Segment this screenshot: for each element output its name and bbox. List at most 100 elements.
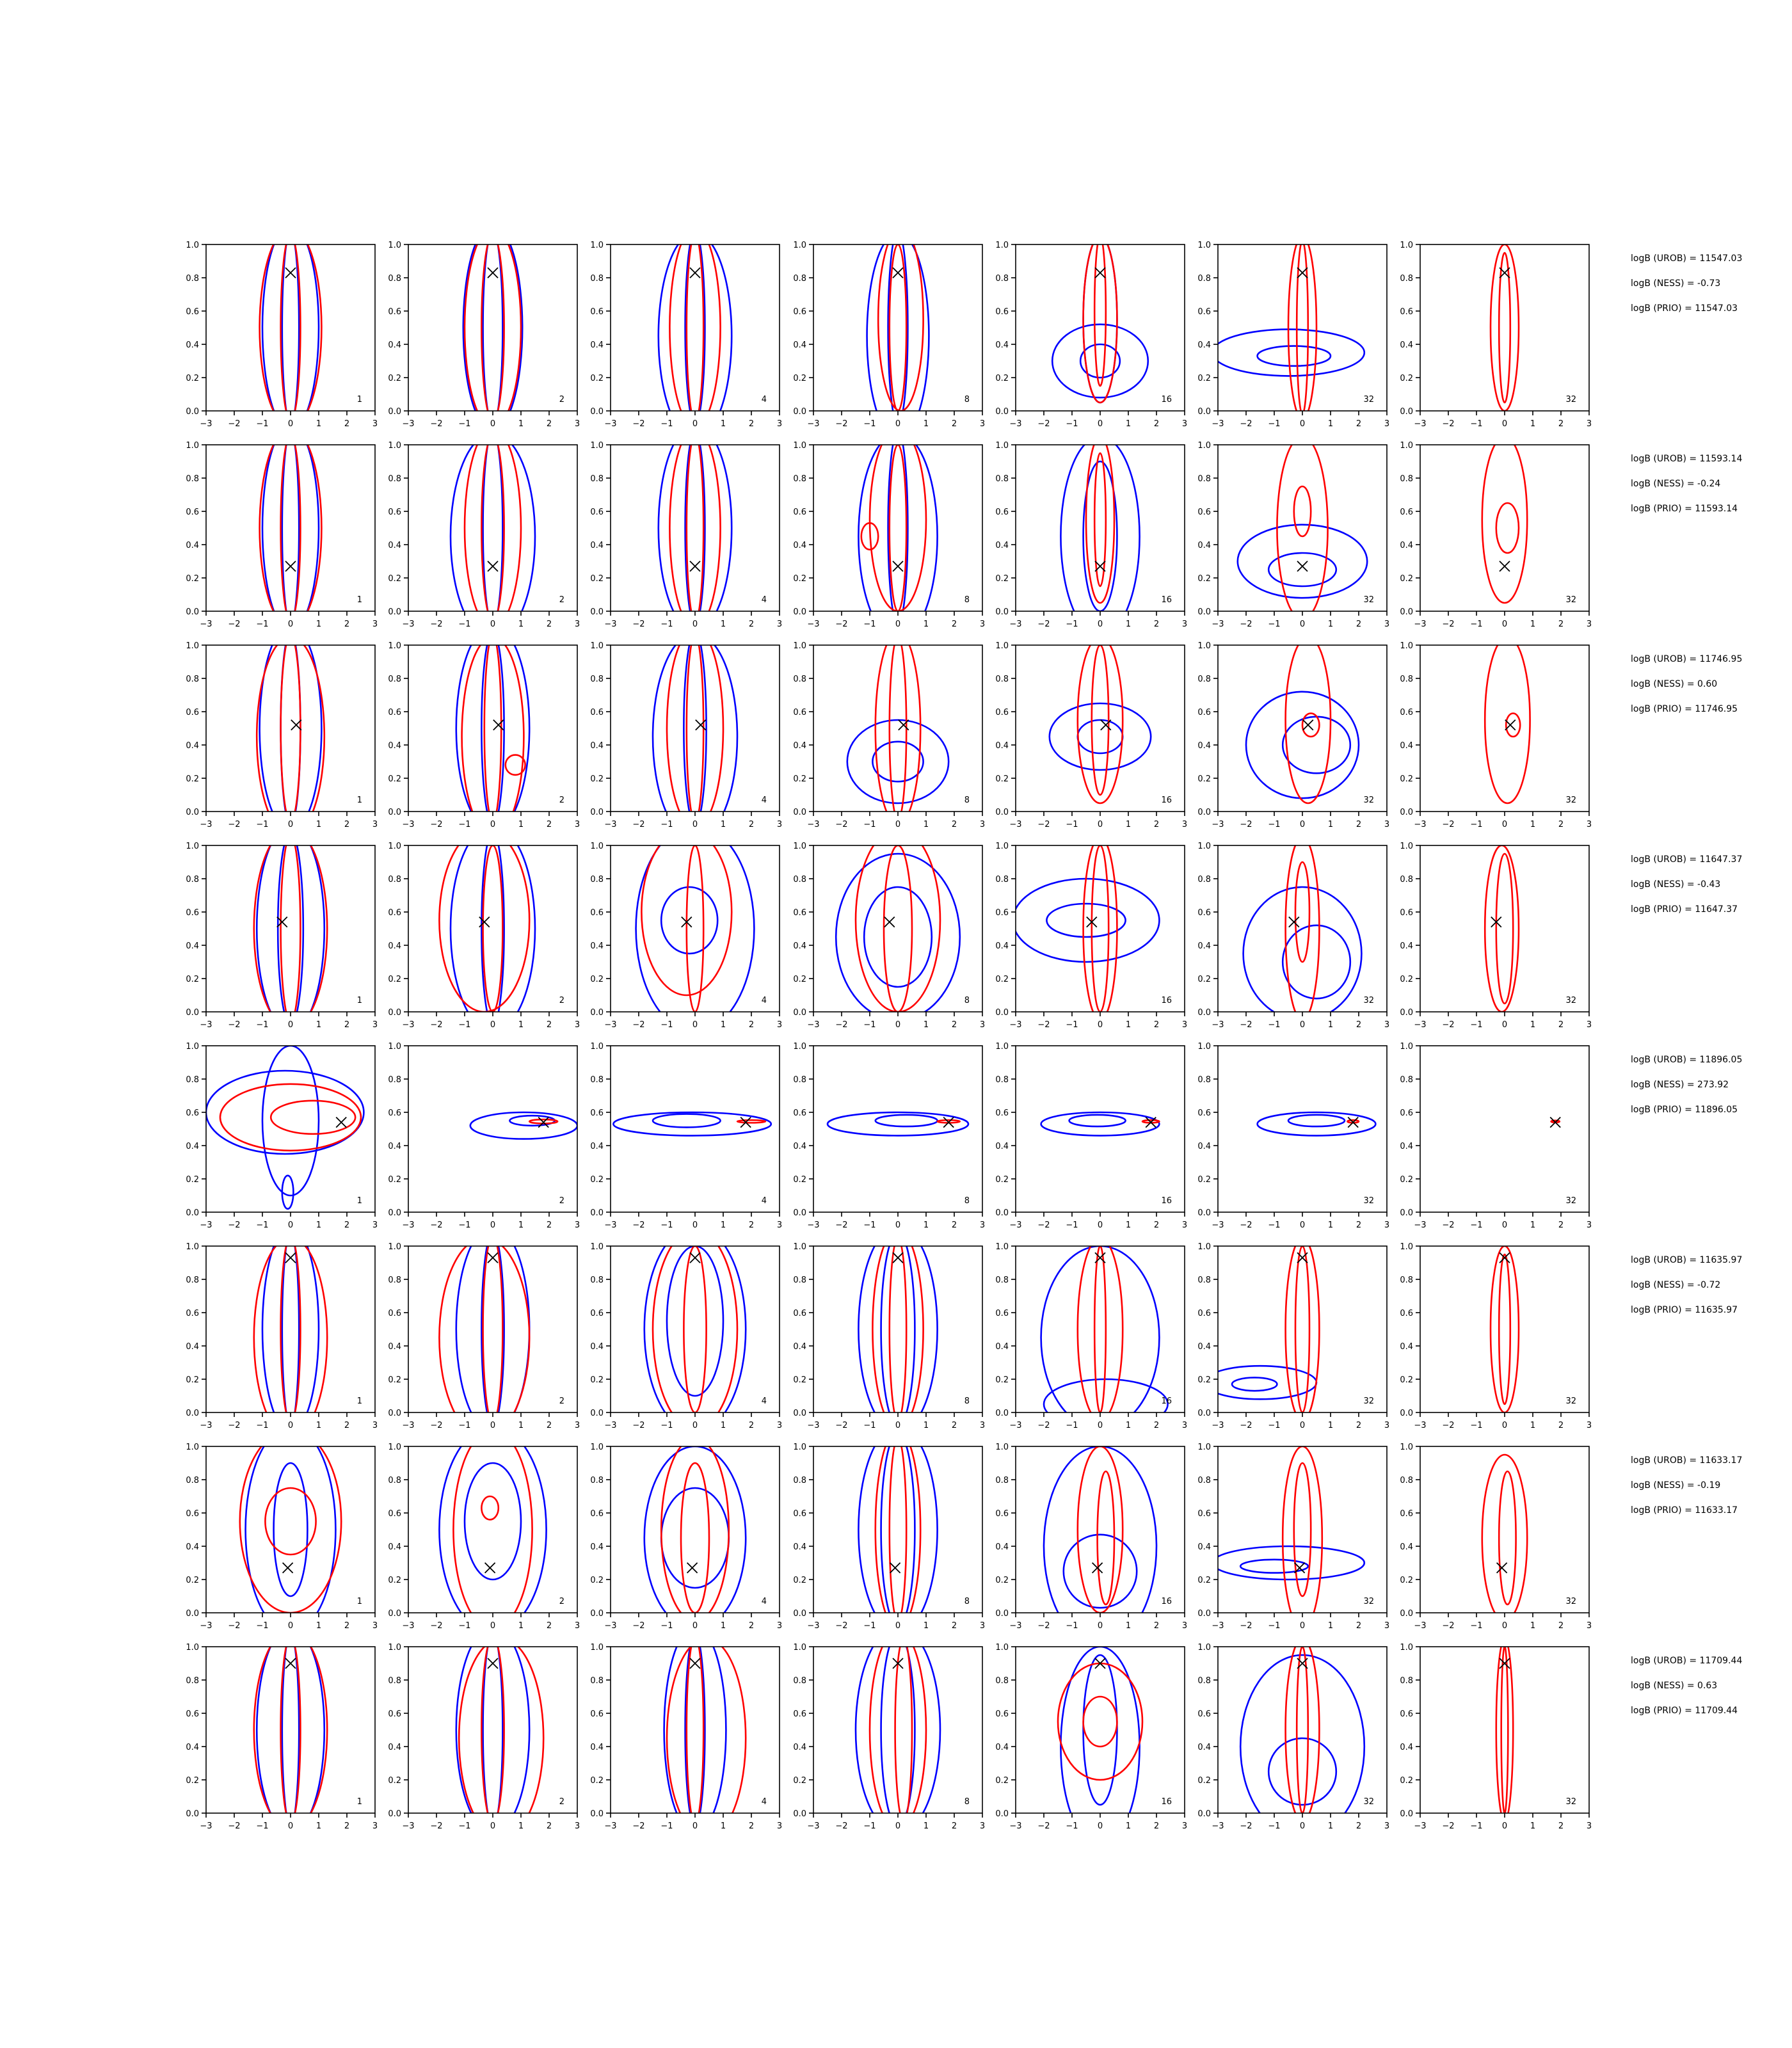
y-tick-label: 1.0	[388, 1443, 401, 1452]
red-contour	[1085, 445, 1116, 604]
y-tick-label: 0.2	[793, 574, 806, 584]
x-tick-label: −3	[604, 1621, 616, 1631]
x-tick-label: −3	[807, 1621, 819, 1631]
x-tick-label: −3	[604, 1220, 616, 1230]
blue-contour	[1068, 1114, 1126, 1128]
blue-contour	[1060, 445, 1140, 611]
panel-r4-c1: −3 −2 −1 0 1 2 3 0.0 0.2 0.4 0.6 0.8 1.0 1	[186, 842, 378, 1030]
x-tick-label: 0	[1300, 1421, 1305, 1430]
panel-label: 32	[1363, 1396, 1374, 1406]
contours	[1489, 244, 1520, 411]
x-tick-label: 0	[895, 419, 900, 429]
truth-marker	[1091, 1562, 1103, 1574]
logb-stat: logB (UROB) = 11635.97	[1631, 1255, 1742, 1265]
x-tick-label: 0	[288, 1421, 293, 1430]
red-contour	[888, 1446, 908, 1613]
truth-marker	[686, 1562, 698, 1574]
logb-stat: logB (NESS) = 0.63	[1631, 1681, 1717, 1691]
x-tick-label: 3	[777, 1421, 782, 1430]
axes-frame	[1420, 1646, 1590, 1814]
y-tick-label: 0.8	[1400, 675, 1413, 684]
axes-frame	[1420, 244, 1590, 412]
axes-frame	[205, 845, 376, 1012]
axes-frame	[205, 1045, 376, 1213]
x-tick-label: −1	[1470, 620, 1482, 629]
x-tick-label: −1	[660, 1020, 673, 1030]
y-tick-label: 1.0	[590, 241, 604, 250]
y-tick-label: 0.2	[186, 774, 199, 784]
axes-frame	[813, 1245, 983, 1413]
x-tick-label: 1	[518, 820, 524, 829]
blue-contour	[684, 445, 706, 611]
y-tick-label: 0.6	[1400, 307, 1413, 317]
x-tick-label: −1	[1470, 1821, 1482, 1831]
truth-marker	[689, 1658, 701, 1669]
y-tick-label: 0.6	[388, 1309, 401, 1318]
y-tick-label: 0.6	[590, 708, 604, 717]
y-tick-label: 0.6	[1197, 1309, 1211, 1318]
panel-r2-c4: −3 −2 −1 0 1 2 3 0.0 0.2 0.4 0.6 0.8 1.0 8	[793, 441, 985, 629]
x-tick-label: −2	[430, 419, 442, 429]
x-tick-label: −1	[256, 620, 268, 629]
panel-r4-c3: −3 −2 −1 0 1 2 3 0.0 0.2 0.4 0.6 0.8 1.0 4	[590, 842, 782, 1030]
panel-r3-c4: −3 −2 −1 0 1 2 3 0.0 0.2 0.4 0.6 0.8 1.0 8	[793, 641, 985, 829]
truth-marker	[1094, 1658, 1106, 1669]
panel-label: 32	[1565, 1597, 1576, 1606]
blue-contour	[1218, 1545, 1366, 1581]
panel-label: 2	[559, 1797, 564, 1807]
y-tick-label: 0.6	[793, 708, 806, 717]
y-tick-label: 0.2	[793, 975, 806, 984]
x-tick-label: −1	[1470, 419, 1482, 429]
x-tick-label: −2	[430, 620, 442, 629]
y-tick-label: 0.2	[186, 374, 199, 383]
blue-contour	[438, 1446, 547, 1613]
y-tick-label: 0.4	[186, 340, 199, 350]
red-contour	[854, 845, 941, 1012]
x-tick-label: 3	[575, 1421, 580, 1430]
panel-r1-c6: −3 −2 −1 0 1 2 3 0.0 0.2 0.4 0.6 0.8 1.0 32	[1197, 241, 1389, 429]
x-tick-label: −3	[1009, 620, 1021, 629]
y-tick-label: 0.0	[388, 1409, 401, 1418]
panel-label: 32	[1363, 1797, 1374, 1807]
y-tick-label: 0.6	[186, 508, 199, 517]
row-3-stats: logB (UROB) = 11746.95 logB (NESS) = 0.60…	[1631, 654, 1742, 714]
y-tick-label: 0.0	[1197, 607, 1211, 617]
x-tick-label: 2	[547, 620, 552, 629]
x-tick-label: 3	[980, 1020, 985, 1030]
x-tick-label: −1	[660, 1421, 673, 1430]
blue-contour	[1040, 1246, 1160, 1412]
y-tick-label: 0.2	[793, 374, 806, 383]
x-tick-label: 0	[1300, 1020, 1305, 1030]
contours	[866, 244, 930, 411]
y-tick-label: 0.8	[1197, 875, 1211, 884]
panel-r1-c7: −3 −2 −1 0 1 2 3 0.0 0.2 0.4 0.6 0.8 1.0 32	[1400, 241, 1592, 429]
y-tick-label: 1.0	[793, 1042, 806, 1052]
x-tick-label: 1	[721, 620, 726, 629]
y-tick-label: 1.0	[186, 441, 199, 451]
panel-r6-c1: −3 −2 −1 0 1 2 3 0.0 0.2 0.4 0.6 0.8 1.0 1	[186, 1242, 378, 1430]
x-tick-label: 0	[692, 1220, 698, 1230]
x-tick-label: 2	[952, 620, 957, 629]
x-tick-label: −1	[1268, 620, 1280, 629]
x-tick-label: 2	[1356, 419, 1361, 429]
row-5-stats: logB (UROB) = 11896.05 logB (NESS) = 273.…	[1631, 1055, 1742, 1115]
x-tick-label: −2	[632, 1220, 644, 1230]
y-tick-label: 0.6	[590, 908, 604, 918]
y-tick-label: 0.4	[590, 1142, 604, 1151]
y-tick-label: 0.8	[1197, 274, 1211, 284]
y-tick-label: 0.8	[1400, 875, 1413, 884]
red-contour	[1091, 645, 1110, 796]
y-tick-label: 0.0	[793, 407, 806, 417]
x-tick-label: −2	[1037, 1421, 1050, 1430]
x-tick-label: −1	[863, 419, 876, 429]
axes-frame	[1015, 845, 1185, 1012]
x-tick-label: 2	[547, 1621, 552, 1631]
y-tick-label: 0.6	[1197, 908, 1211, 918]
y-tick-label: 0.4	[995, 340, 1009, 350]
x-tick-label: −1	[1268, 1220, 1280, 1230]
x-tick-label: 2	[1356, 620, 1361, 629]
y-tick-label: 1.0	[995, 842, 1009, 851]
red-contour	[685, 445, 705, 611]
y-tick-label: 0.0	[590, 1008, 604, 1018]
x-tick-label: −2	[1240, 1621, 1252, 1631]
